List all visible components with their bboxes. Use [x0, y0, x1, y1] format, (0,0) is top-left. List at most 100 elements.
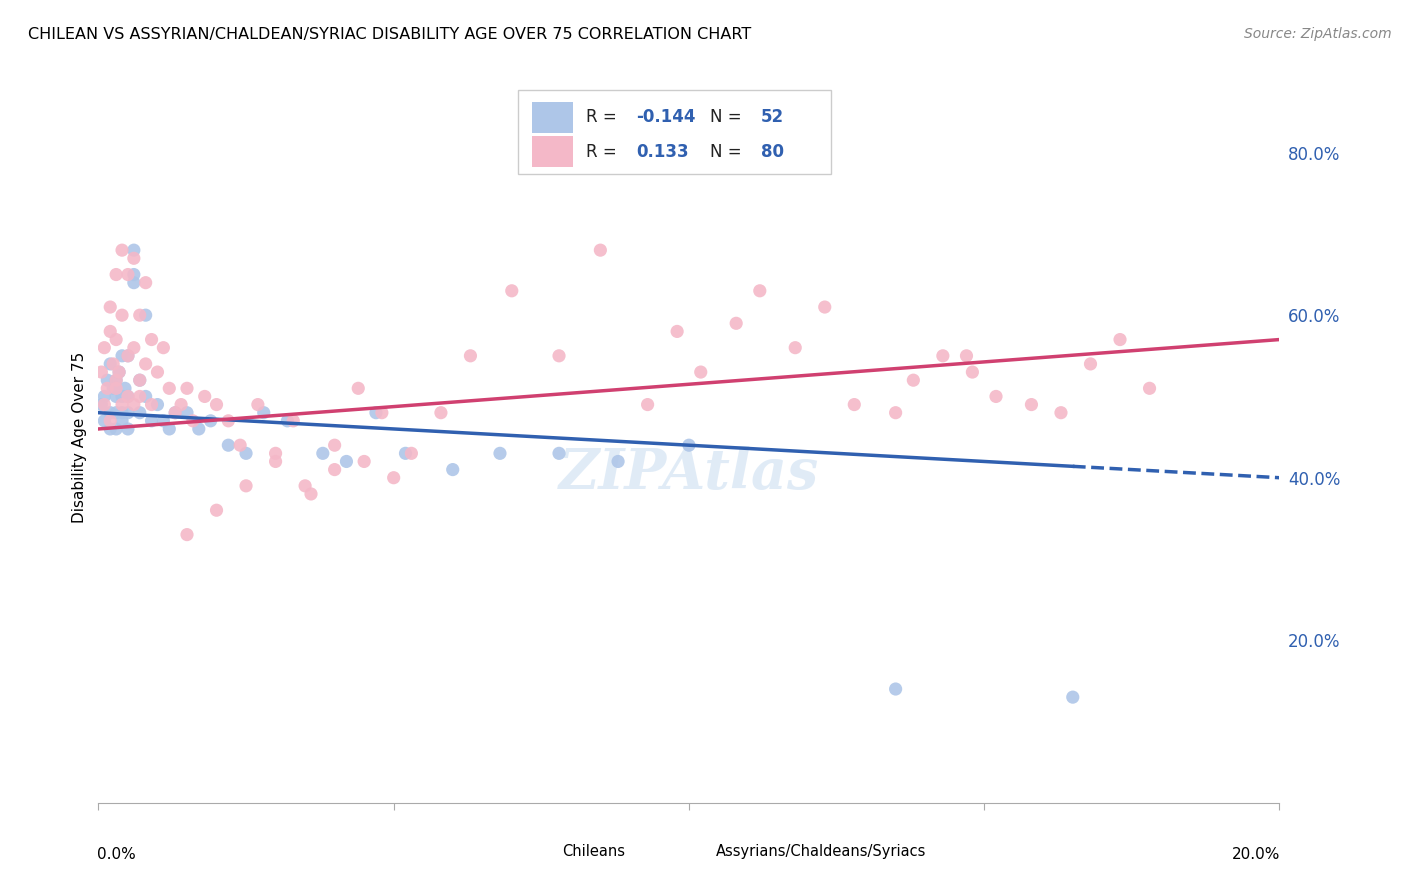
Point: [96, 373, 118, 387]
Point: [122, 268, 145, 282]
Point: [111, 398, 134, 412]
Point: [323, 462, 346, 476]
Point: [176, 381, 198, 395]
Point: [135, 276, 157, 290]
Point: [1062, 690, 1084, 705]
Point: [111, 406, 134, 420]
Point: [1139, 381, 1161, 395]
Point: [93, 341, 115, 355]
Point: [962, 365, 984, 379]
Point: [152, 414, 174, 428]
Point: [98, 422, 121, 436]
Point: [430, 406, 453, 420]
Point: [122, 341, 145, 355]
Point: [157, 381, 180, 395]
Point: [353, 454, 375, 468]
Point: [128, 373, 150, 387]
Point: [170, 398, 193, 412]
Point: [90, 365, 112, 379]
Point: [135, 389, 157, 403]
Text: R =: R =: [586, 109, 623, 127]
Point: [785, 341, 807, 355]
Point: [501, 284, 523, 298]
Point: [401, 446, 423, 460]
Point: [111, 308, 134, 322]
Point: [205, 503, 228, 517]
Point: [98, 406, 121, 420]
Point: [135, 357, 157, 371]
Point: [637, 398, 659, 412]
Point: [117, 389, 139, 403]
Point: [117, 406, 139, 420]
Point: [235, 446, 257, 460]
Point: [814, 300, 837, 314]
Text: ZIPAtlas: ZIPAtlas: [558, 446, 820, 501]
Point: [117, 422, 139, 436]
Text: N =: N =: [710, 143, 747, 161]
Text: Chileans: Chileans: [562, 845, 626, 859]
Point: [678, 438, 700, 452]
Point: [229, 438, 252, 452]
Point: [299, 487, 322, 501]
Point: [335, 454, 357, 468]
Point: [103, 381, 125, 395]
Point: [607, 454, 630, 468]
Point: [141, 333, 163, 347]
Point: [666, 325, 689, 339]
Point: [187, 422, 209, 436]
Point: [111, 243, 134, 257]
Text: Source: ZipAtlas.com: Source: ZipAtlas.com: [1244, 27, 1392, 41]
Point: [264, 446, 287, 460]
Point: [98, 325, 121, 339]
Point: [135, 308, 157, 322]
Text: -0.144: -0.144: [636, 109, 696, 127]
Point: [105, 389, 128, 403]
Point: [122, 276, 145, 290]
Point: [589, 243, 612, 257]
Point: [111, 389, 134, 403]
Point: [489, 446, 512, 460]
Point: [117, 349, 139, 363]
Point: [105, 381, 128, 395]
Point: [217, 414, 239, 428]
Point: [105, 268, 128, 282]
Point: [548, 349, 571, 363]
Point: [176, 527, 198, 541]
Text: 0.133: 0.133: [636, 143, 689, 161]
Point: [1021, 398, 1043, 412]
FancyBboxPatch shape: [531, 136, 574, 167]
Point: [93, 398, 115, 412]
Point: [108, 365, 131, 379]
Point: [382, 471, 405, 485]
Point: [253, 406, 276, 420]
Point: [111, 349, 134, 363]
Point: [217, 438, 239, 452]
Point: [283, 414, 305, 428]
Point: [548, 446, 571, 460]
Point: [141, 414, 163, 428]
Point: [105, 333, 128, 347]
Point: [98, 414, 121, 428]
Point: [105, 373, 128, 387]
Point: [371, 406, 394, 420]
Point: [884, 681, 907, 696]
Point: [128, 308, 150, 322]
Point: [200, 414, 222, 428]
Point: [181, 414, 204, 428]
Point: [844, 398, 866, 412]
Point: [194, 389, 217, 403]
Point: [96, 381, 118, 395]
Text: Assyrians/Chaldeans/Syriacs: Assyrians/Chaldeans/Syriacs: [716, 845, 927, 859]
Point: [364, 406, 387, 420]
Y-axis label: Disability Age Over 75: Disability Age Over 75: [72, 351, 87, 523]
Point: [689, 365, 711, 379]
Text: 52: 52: [761, 109, 785, 127]
Point: [176, 406, 198, 420]
Point: [117, 349, 139, 363]
Point: [165, 406, 187, 420]
Point: [128, 389, 150, 403]
Point: [103, 357, 125, 371]
Point: [394, 446, 416, 460]
Point: [1109, 333, 1132, 347]
Point: [146, 398, 169, 412]
